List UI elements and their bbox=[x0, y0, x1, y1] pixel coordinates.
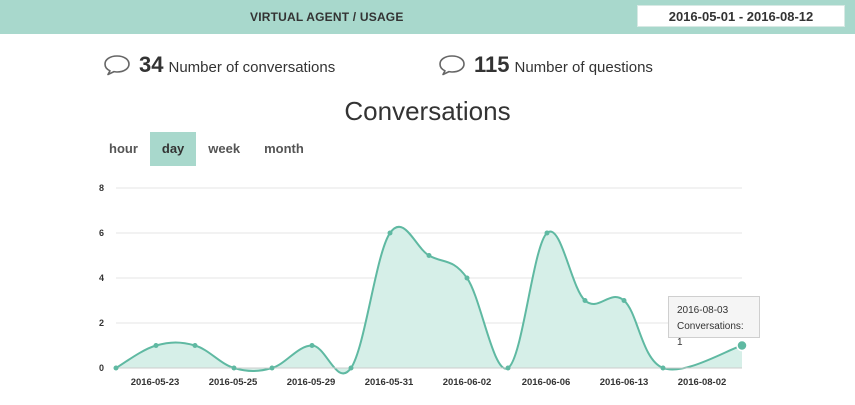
tooltip-value: Conversations: 1 bbox=[677, 321, 744, 348]
page-title: VIRTUAL AGENT / USAGE bbox=[250, 10, 404, 24]
stat-questions: 115 Number of questions bbox=[438, 52, 653, 78]
tab-day[interactable]: day bbox=[149, 132, 197, 166]
data-point bbox=[387, 230, 393, 236]
tab-week[interactable]: week bbox=[208, 141, 241, 156]
y-tick-label: 8 bbox=[99, 183, 104, 193]
conversations-label: Number of conversations bbox=[168, 59, 336, 76]
y-tick-label: 0 bbox=[99, 363, 104, 373]
chart-tooltip: 2016-08-03 Conversations: 1 bbox=[668, 296, 760, 348]
x-tick-label: 2016-06-02 bbox=[443, 377, 492, 388]
x-tick-label: 2016-06-06 bbox=[522, 377, 571, 388]
data-point bbox=[309, 343, 315, 348]
chat-bubble-icon bbox=[104, 55, 130, 76]
y-tick-label: 6 bbox=[99, 228, 104, 238]
data-point bbox=[192, 343, 198, 348]
tooltip-date: 2016-08-03 bbox=[677, 305, 729, 316]
data-point bbox=[231, 365, 237, 371]
questions-label: Number of questions bbox=[514, 59, 653, 76]
x-tick-label: 2016-05-25 bbox=[209, 377, 258, 388]
data-point bbox=[544, 230, 550, 236]
data-point bbox=[269, 365, 275, 371]
data-point bbox=[348, 365, 354, 371]
tab-hour[interactable]: hour bbox=[109, 141, 138, 156]
top-bar: VIRTUAL AGENT / USAGE 2016-05-01 - 2016-… bbox=[0, 0, 855, 34]
stat-conversations: 34 Number of conversations bbox=[103, 52, 335, 78]
date-range-picker[interactable]: 2016-05-01 - 2016-08-12 bbox=[637, 5, 845, 27]
data-point bbox=[113, 365, 119, 371]
y-tick-label: 2 bbox=[99, 318, 104, 328]
x-tick-label: 2016-05-31 bbox=[365, 377, 414, 388]
conversations-chart: 0 2 4 6 8 2016-05-23 2016-05-25 2016-05-29 2016-… bbox=[99, 183, 748, 388]
series-area bbox=[116, 226, 742, 374]
data-point bbox=[736, 339, 748, 352]
granularity-tabs: hour day week month bbox=[97, 132, 316, 166]
x-tick-label: 2016-06-13 bbox=[600, 377, 649, 388]
questions-count: 115 bbox=[474, 52, 510, 77]
x-tick-label: 2016-05-29 bbox=[287, 377, 336, 388]
data-point bbox=[621, 298, 627, 303]
tab-month[interactable]: month bbox=[264, 141, 304, 156]
data-point bbox=[153, 343, 159, 348]
data-point bbox=[426, 253, 432, 258]
x-tick-label: 2016-08-02 bbox=[678, 377, 727, 388]
data-point bbox=[660, 365, 666, 371]
x-tick-label: 2016-05-23 bbox=[131, 377, 180, 388]
conversations-count: 34 bbox=[139, 52, 164, 77]
chart-heading: Conversations bbox=[344, 96, 511, 126]
y-tick-label: 4 bbox=[99, 273, 104, 283]
data-point bbox=[505, 365, 511, 371]
data-point bbox=[464, 275, 470, 281]
data-point bbox=[582, 298, 588, 303]
chat-bubble-icon bbox=[439, 55, 465, 76]
